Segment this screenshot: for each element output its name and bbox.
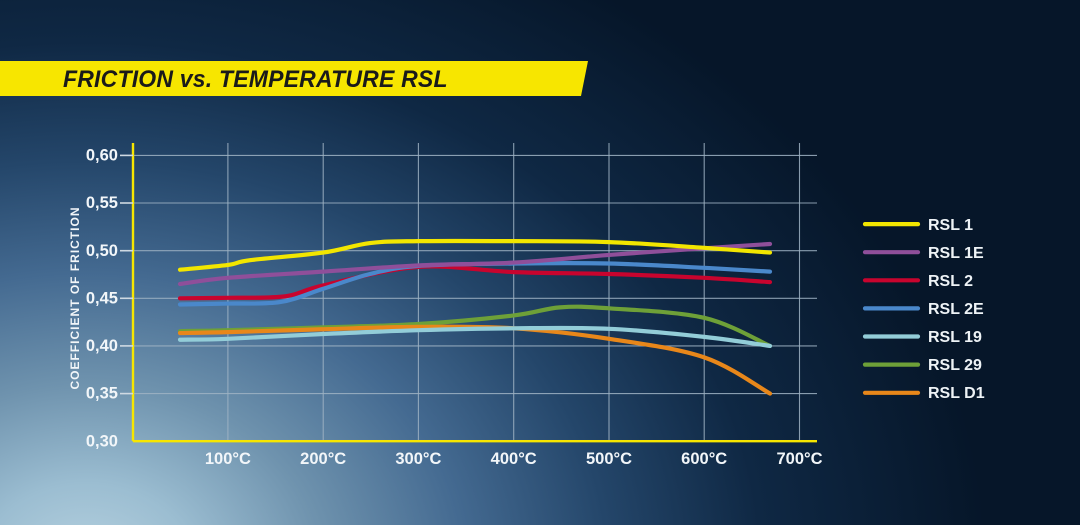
svg-text:RSL 1: RSL 1 — [928, 217, 973, 234]
svg-text:0,45: 0,45 — [86, 289, 118, 307]
svg-text:RSL 1E: RSL 1E — [928, 245, 984, 262]
svg-text:0,30: 0,30 — [86, 432, 118, 450]
svg-text:COEFFICIENT OF FRICTION: COEFFICIENT OF FRICTION — [68, 207, 82, 390]
svg-text:RSL 2: RSL 2 — [928, 273, 973, 290]
svg-text:400°C: 400°C — [491, 450, 537, 468]
svg-text:0,60: 0,60 — [86, 147, 118, 165]
svg-text:700°C: 700°C — [776, 450, 822, 468]
svg-text:0,35: 0,35 — [86, 385, 118, 403]
svg-text:0,40: 0,40 — [86, 337, 118, 355]
svg-text:0,50: 0,50 — [86, 242, 118, 260]
svg-text:RSL 19: RSL 19 — [928, 329, 982, 346]
svg-text:RSL D1: RSL D1 — [928, 385, 985, 402]
svg-text:RSL 29: RSL 29 — [928, 357, 982, 374]
svg-text:600°C: 600°C — [681, 450, 727, 468]
svg-text:0,55: 0,55 — [86, 194, 118, 212]
svg-text:100°C: 100°C — [205, 450, 251, 468]
svg-text:RSL 2E: RSL 2E — [928, 301, 984, 318]
svg-text:300°C: 300°C — [395, 450, 441, 468]
svg-text:500°C: 500°C — [586, 450, 632, 468]
svg-text:200°C: 200°C — [300, 450, 346, 468]
